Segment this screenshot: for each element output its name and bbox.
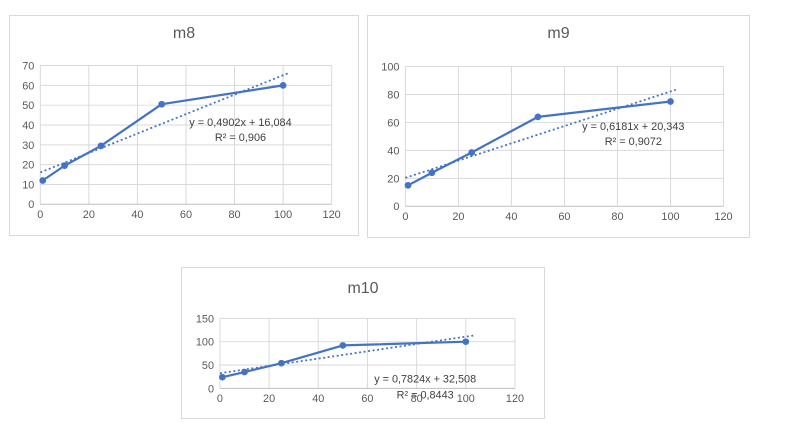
y-tick-label: 20 bbox=[22, 160, 34, 172]
trendline[interactable] bbox=[39, 72, 289, 174]
y-tick-label: 70 bbox=[22, 61, 34, 73]
y-tick-label: 80 bbox=[387, 89, 399, 101]
x-tick-label: 60 bbox=[558, 211, 570, 223]
y-tick-label: 10 bbox=[22, 179, 34, 191]
data-point-marker[interactable] bbox=[279, 81, 287, 89]
y-tick-label: 50 bbox=[22, 100, 34, 112]
trendline-equation[interactable]: y = 0,7824x + 32,508 bbox=[374, 373, 476, 385]
x-tick-label: 20 bbox=[83, 209, 95, 221]
data-point-marker[interactable] bbox=[241, 368, 248, 376]
y-tick-label: 150 bbox=[196, 313, 214, 325]
x-tick-label: 60 bbox=[180, 209, 192, 221]
y-tick-label: 50 bbox=[202, 360, 214, 372]
data-point-marker[interactable] bbox=[278, 359, 285, 367]
data-point-marker[interactable] bbox=[462, 338, 470, 346]
y-tick-label: 0 bbox=[28, 199, 34, 211]
x-tick-label: 120 bbox=[323, 209, 341, 221]
y-tick-label: 0 bbox=[208, 383, 214, 395]
chart-m10[interactable]: 0 20 40 60 80 100 120 0 50 100 150 y = 0,7824x + 32… bbox=[181, 267, 545, 419]
x-tick-label: 80 bbox=[228, 209, 240, 221]
data-point-marker[interactable] bbox=[404, 181, 412, 189]
data-point-marker[interactable] bbox=[39, 177, 47, 184]
x-tick-label: 60 bbox=[361, 393, 373, 405]
data-point-marker[interactable] bbox=[61, 162, 68, 170]
x-tick-label: 0 bbox=[402, 211, 408, 223]
x-tick-label: 100 bbox=[274, 209, 292, 221]
x-tick-label: 40 bbox=[131, 209, 143, 221]
x-tick-label: 80 bbox=[611, 211, 623, 223]
chart-m9[interactable]: 0 20 40 60 80 100 120 0 20 40 60 80 100 y = 0,6181x +… bbox=[367, 15, 750, 238]
x-tick-label: 40 bbox=[505, 211, 517, 223]
x-tick-label: 40 bbox=[312, 393, 324, 405]
x-tick-label: 120 bbox=[714, 211, 732, 223]
x-tick-label: 80 bbox=[411, 393, 423, 405]
plot-area-m10: 0 20 40 60 80 100 120 0 50 100 150 y = 0,7824x + 32… bbox=[196, 313, 524, 405]
x-tick-label: 120 bbox=[506, 393, 524, 405]
data-point-marker[interactable] bbox=[468, 149, 476, 156]
x-tick-label: 20 bbox=[452, 211, 464, 223]
y-tick-label: 20 bbox=[387, 173, 399, 185]
y-tick-label: 40 bbox=[387, 145, 399, 157]
y-tick-label: 0 bbox=[393, 201, 399, 213]
chart-m8[interactable]: 0 20 40 60 80 100 120 0 10 20 30 40 50 60 70 y = 0,4902… bbox=[9, 15, 359, 236]
r-squared-label[interactable]: R² = 0,906 bbox=[215, 132, 266, 144]
x-tick-label: 100 bbox=[661, 211, 679, 223]
data-point-marker[interactable] bbox=[158, 100, 166, 108]
data-point-marker[interactable] bbox=[339, 342, 347, 349]
trendline-equation[interactable]: y = 0,4902x + 16,084 bbox=[189, 117, 291, 129]
y-tick-label: 100 bbox=[196, 337, 214, 349]
y-tick-label: 60 bbox=[22, 80, 34, 92]
plot-area-m8: 0 20 40 60 80 100 120 0 10 20 30 40 50 60 70 y = 0,4902… bbox=[22, 61, 341, 222]
data-point-marker[interactable] bbox=[428, 169, 436, 177]
data-point-marker[interactable] bbox=[667, 98, 674, 105]
trendline-equation[interactable]: y = 0,6181x + 20,343 bbox=[582, 121, 684, 133]
x-tick-label: 100 bbox=[457, 393, 475, 405]
data-point-marker[interactable] bbox=[219, 373, 226, 381]
plot-area-m9: 0 20 40 60 80 100 120 0 20 40 60 80 100 y = 0,6181x +… bbox=[381, 62, 732, 224]
x-tick-label: 0 bbox=[37, 209, 43, 221]
data-point-marker[interactable] bbox=[534, 113, 542, 121]
x-tick-label: 0 bbox=[217, 393, 223, 405]
r-squared-label[interactable]: R² = 0,9072 bbox=[605, 136, 662, 148]
x-tick-label: 20 bbox=[263, 393, 275, 405]
r-squared-label[interactable]: R² = 0,8443 bbox=[397, 389, 454, 401]
y-tick-label: 60 bbox=[387, 117, 399, 129]
y-tick-label: 30 bbox=[22, 140, 34, 152]
y-tick-label: 100 bbox=[381, 62, 399, 74]
y-tick-label: 40 bbox=[22, 120, 34, 132]
data-point-marker[interactable] bbox=[97, 142, 105, 150]
